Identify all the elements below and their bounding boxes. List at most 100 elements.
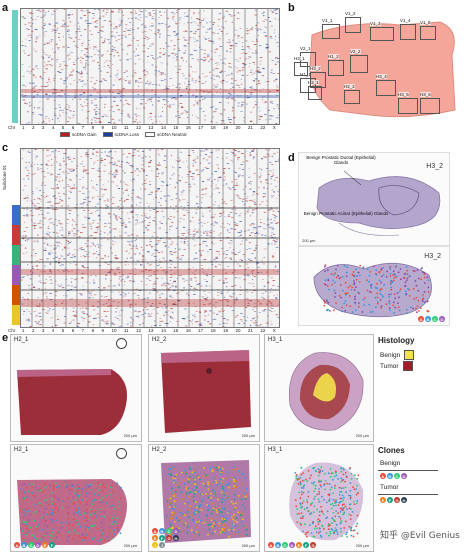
cnv-cell — [116, 174, 119, 175]
cnv-cell — [109, 60, 111, 62]
cnv-cell — [212, 69, 215, 71]
cnv-cell — [57, 203, 60, 204]
cnv-cell — [117, 89, 119, 90]
cnv-cell — [98, 112, 100, 114]
cnv-cell — [59, 241, 60, 243]
cnv-cell — [120, 166, 123, 168]
cnv-cell — [193, 13, 196, 15]
cnv-cell — [106, 9, 109, 11]
cnv-cell — [93, 232, 97, 233]
cnv-cell — [165, 223, 168, 225]
cnv-cell — [46, 54, 48, 56]
cnv-cell — [206, 233, 208, 235]
spot — [49, 513, 52, 515]
spot — [188, 466, 191, 469]
cnv-cell — [41, 171, 45, 172]
cnv-cell — [53, 10, 56, 12]
cnv-cell — [146, 309, 149, 310]
cnv-cell — [251, 283, 255, 285]
e-tile-scale: 200 µm — [241, 543, 255, 548]
cnv-cell — [252, 229, 255, 231]
cnv-cell — [204, 49, 207, 51]
cnv-cell — [270, 323, 273, 325]
spot — [75, 508, 78, 511]
cnv-cell — [126, 199, 129, 200]
cnv-cell — [164, 79, 167, 81]
spot — [362, 266, 365, 269]
cnv-cell — [42, 292, 44, 294]
cnv-cell — [260, 324, 262, 325]
cnv-cell — [51, 188, 53, 189]
cnv-cell — [78, 236, 81, 238]
cnv-cell — [135, 118, 137, 120]
cnv-cell — [120, 95, 122, 97]
cnv-cell — [137, 311, 140, 313]
cnv-cell — [184, 110, 186, 111]
cnv-cell — [174, 286, 178, 288]
cnv-cell — [209, 91, 212, 93]
cnv-cell — [146, 71, 149, 73]
cnv-cell — [42, 15, 46, 17]
cnv-cell — [81, 273, 85, 274]
cnv-cell — [45, 238, 48, 240]
cnv-cell — [258, 179, 260, 181]
cnv-cell — [277, 114, 279, 116]
cnv-cell — [152, 209, 156, 210]
chr-tick-label: 16 — [185, 125, 191, 130]
cnv-cell — [92, 187, 94, 189]
cnv-cell — [70, 281, 72, 282]
cnv-cell — [47, 165, 50, 166]
cnv-cell — [263, 31, 266, 33]
cnv-cell — [259, 90, 262, 92]
cnv-cell — [206, 273, 208, 275]
cnv-cell — [254, 101, 256, 102]
cnv-cell — [219, 254, 220, 255]
spot — [111, 537, 113, 540]
cnv-cell — [154, 217, 156, 218]
cnv-cell — [191, 178, 195, 180]
cnv-cell — [159, 259, 161, 261]
spot — [90, 483, 93, 486]
heatmap-c — [20, 148, 280, 328]
spot — [197, 490, 200, 493]
spot — [231, 515, 233, 518]
cnv-cell — [160, 197, 162, 199]
spot — [382, 296, 384, 298]
cnv-cell — [209, 236, 212, 238]
cnv-cell — [121, 224, 124, 226]
cnv-cell — [88, 23, 91, 24]
cnv-cell — [202, 169, 205, 171]
cnv-cell — [45, 279, 48, 281]
spot — [26, 486, 28, 489]
cnv-cell — [253, 311, 256, 312]
d-top-label: H3_2 — [426, 163, 443, 170]
cnv-cell — [54, 108, 58, 110]
cnv-cell — [185, 279, 188, 281]
cnv-cell — [113, 274, 117, 276]
cnv-cell — [110, 171, 112, 173]
cnv-cell — [209, 210, 211, 211]
cnv-cell — [47, 207, 50, 209]
cnv-cell — [159, 115, 162, 117]
cnv-cell — [118, 319, 121, 321]
cnv-cell — [133, 293, 136, 294]
cnv-cell — [253, 149, 255, 151]
spot — [78, 535, 81, 537]
cnv-cell — [275, 123, 278, 124]
cnv-cell — [242, 254, 245, 255]
cnv-cell — [130, 172, 134, 173]
cnv-cell — [39, 76, 42, 78]
cnv-cell — [155, 84, 158, 86]
cnv-cell — [55, 22, 59, 24]
cnv-cell — [27, 122, 30, 124]
cnv-cell — [139, 19, 141, 21]
cnv-cell — [25, 235, 27, 237]
spot — [234, 525, 237, 527]
cnv-cell — [198, 219, 201, 221]
cnv-cell — [135, 55, 137, 57]
cnv-cell — [91, 242, 95, 244]
cnv-cell — [131, 189, 135, 191]
spot — [22, 516, 25, 519]
cnv-cell — [47, 57, 50, 58]
cnv-cell — [249, 324, 251, 326]
